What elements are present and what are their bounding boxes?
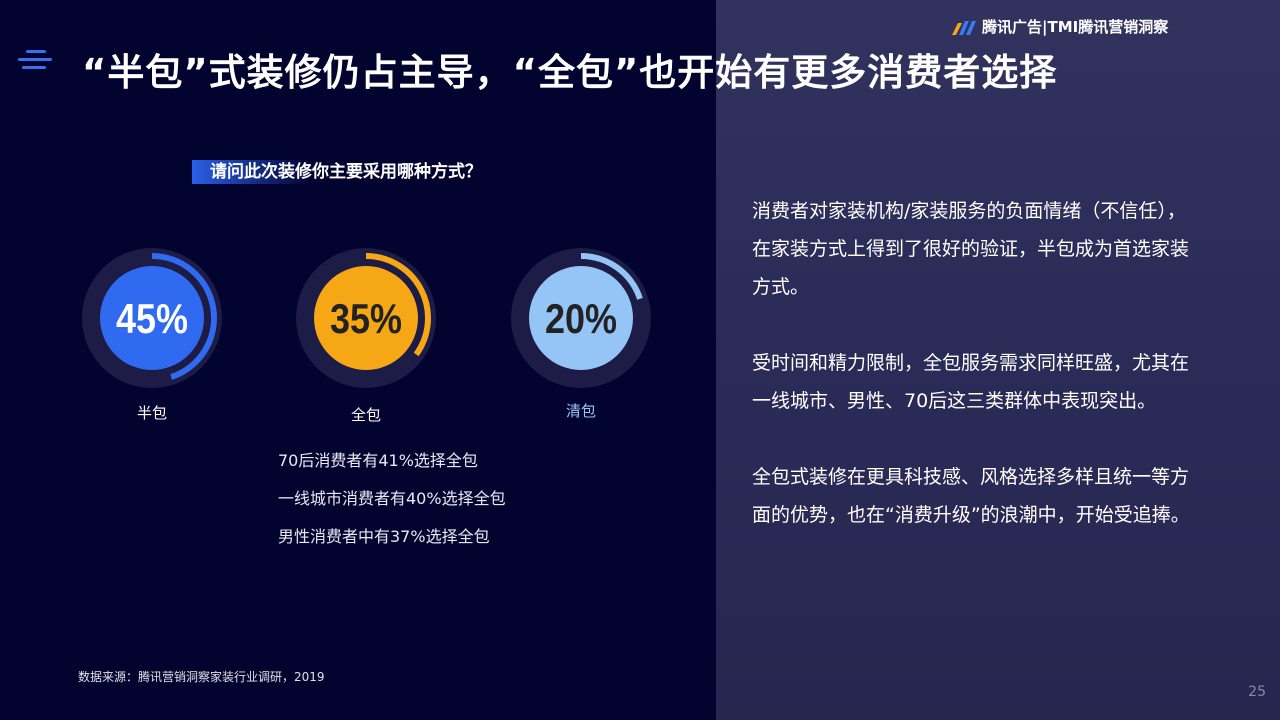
gauge-arc [365,253,431,357]
gauge-category-label: 半包 [136,404,168,422]
gauge-value-label: 35% [330,295,402,342]
paragraph: 受时间和精力限制，全包服务需求同样旺盛，尤其在一线城市、男性、70后这三类群体中… [752,352,1190,412]
stat-item: 男性消费者中有37%选择全包 [278,527,490,546]
stat-item: 70后消费者有41%选择全包 [278,451,478,470]
gauge-center [529,266,633,370]
question-label: 请问此次装修你主要采用哪种方式？ [192,160,488,184]
background-panel [716,0,1280,720]
page-number: 25 [1248,684,1266,700]
page-title: “半包”式装修仍占主导，“全包”也开始有更多消费者选择 [82,51,1058,94]
stat-item: 一线城市消费者有40%选择全包 [278,489,506,508]
gauge-charts: 45% 35% 20% [82,248,651,388]
gauge-value-label: 45% [116,295,188,342]
gauge-center [100,266,204,370]
gauge-arc [580,253,643,300]
title-decoration [18,50,52,74]
gauge-value-label: 20% [545,295,617,342]
paragraph: 全包式装修在更具科技感、风格选择多样且统一等方面的优势，也在“消费升级”的浪潮中… [752,466,1190,526]
gauge-center [314,266,418,370]
gauge-arc [151,253,217,380]
paragraph: 消费者对家装机构/家装服务的负面情绪（不信任），在家装方式上得到了很好的验证，半… [752,200,1190,298]
body-text: 消费者对家装机构/家装服务的负面情绪（不信任），在家装方式上得到了很好的验证，半… [752,192,1192,572]
data-source: 数据来源：腾讯营销洞察家装行业调研，2019 [78,670,325,684]
stats-list: 70后消费者有41%选择全包 一线城市消费者有40%选择全包 男性消费者中有37… [278,442,506,556]
gauge-category-label: 清包 [565,402,597,420]
gauge-category-label: 全包 [350,406,382,424]
tencent-ads-logo-icon [952,20,976,35]
brand-logo: 腾讯广告|TMI腾讯营销洞察 [952,16,1168,37]
